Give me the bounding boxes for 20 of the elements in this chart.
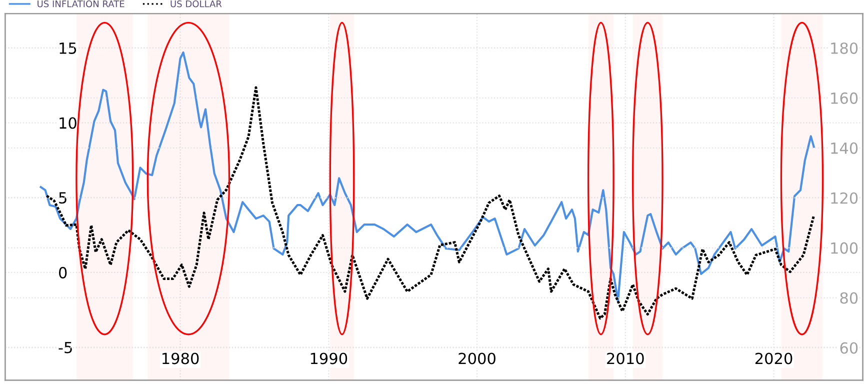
- line-series: [46, 86, 816, 320]
- y2-tick-label: 60: [840, 342, 858, 354]
- legend-label: US DOLLAR: [170, 0, 222, 8]
- y2-tick-label: 160: [831, 92, 858, 104]
- y-tick-label: -5: [58, 342, 72, 354]
- y2-tick-label: 120: [831, 192, 858, 204]
- y2-tick-label: 140: [831, 142, 858, 154]
- y-tick-label: 10: [60, 117, 76, 129]
- y2-tick-label: 180: [831, 42, 858, 54]
- x-tick-label: 2000: [458, 352, 496, 364]
- y-tick-label: 0: [58, 266, 67, 278]
- y-tick-label: 15: [60, 42, 76, 54]
- legend-label: US INFLATION RATE: [38, 0, 124, 8]
- y2-tick-label: 100: [831, 242, 858, 254]
- x-tick-label: 2010: [607, 352, 644, 364]
- y-tick-label: 5: [59, 192, 66, 204]
- x-tick-label: 1990: [310, 352, 348, 364]
- y2-tick-label: 80: [840, 292, 858, 304]
- x-tick-label: 2020: [755, 352, 792, 364]
- x-tick-label: 1980: [162, 352, 199, 364]
